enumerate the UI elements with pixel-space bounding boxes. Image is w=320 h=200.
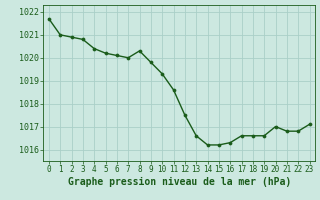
X-axis label: Graphe pression niveau de la mer (hPa): Graphe pression niveau de la mer (hPa) bbox=[68, 177, 291, 187]
